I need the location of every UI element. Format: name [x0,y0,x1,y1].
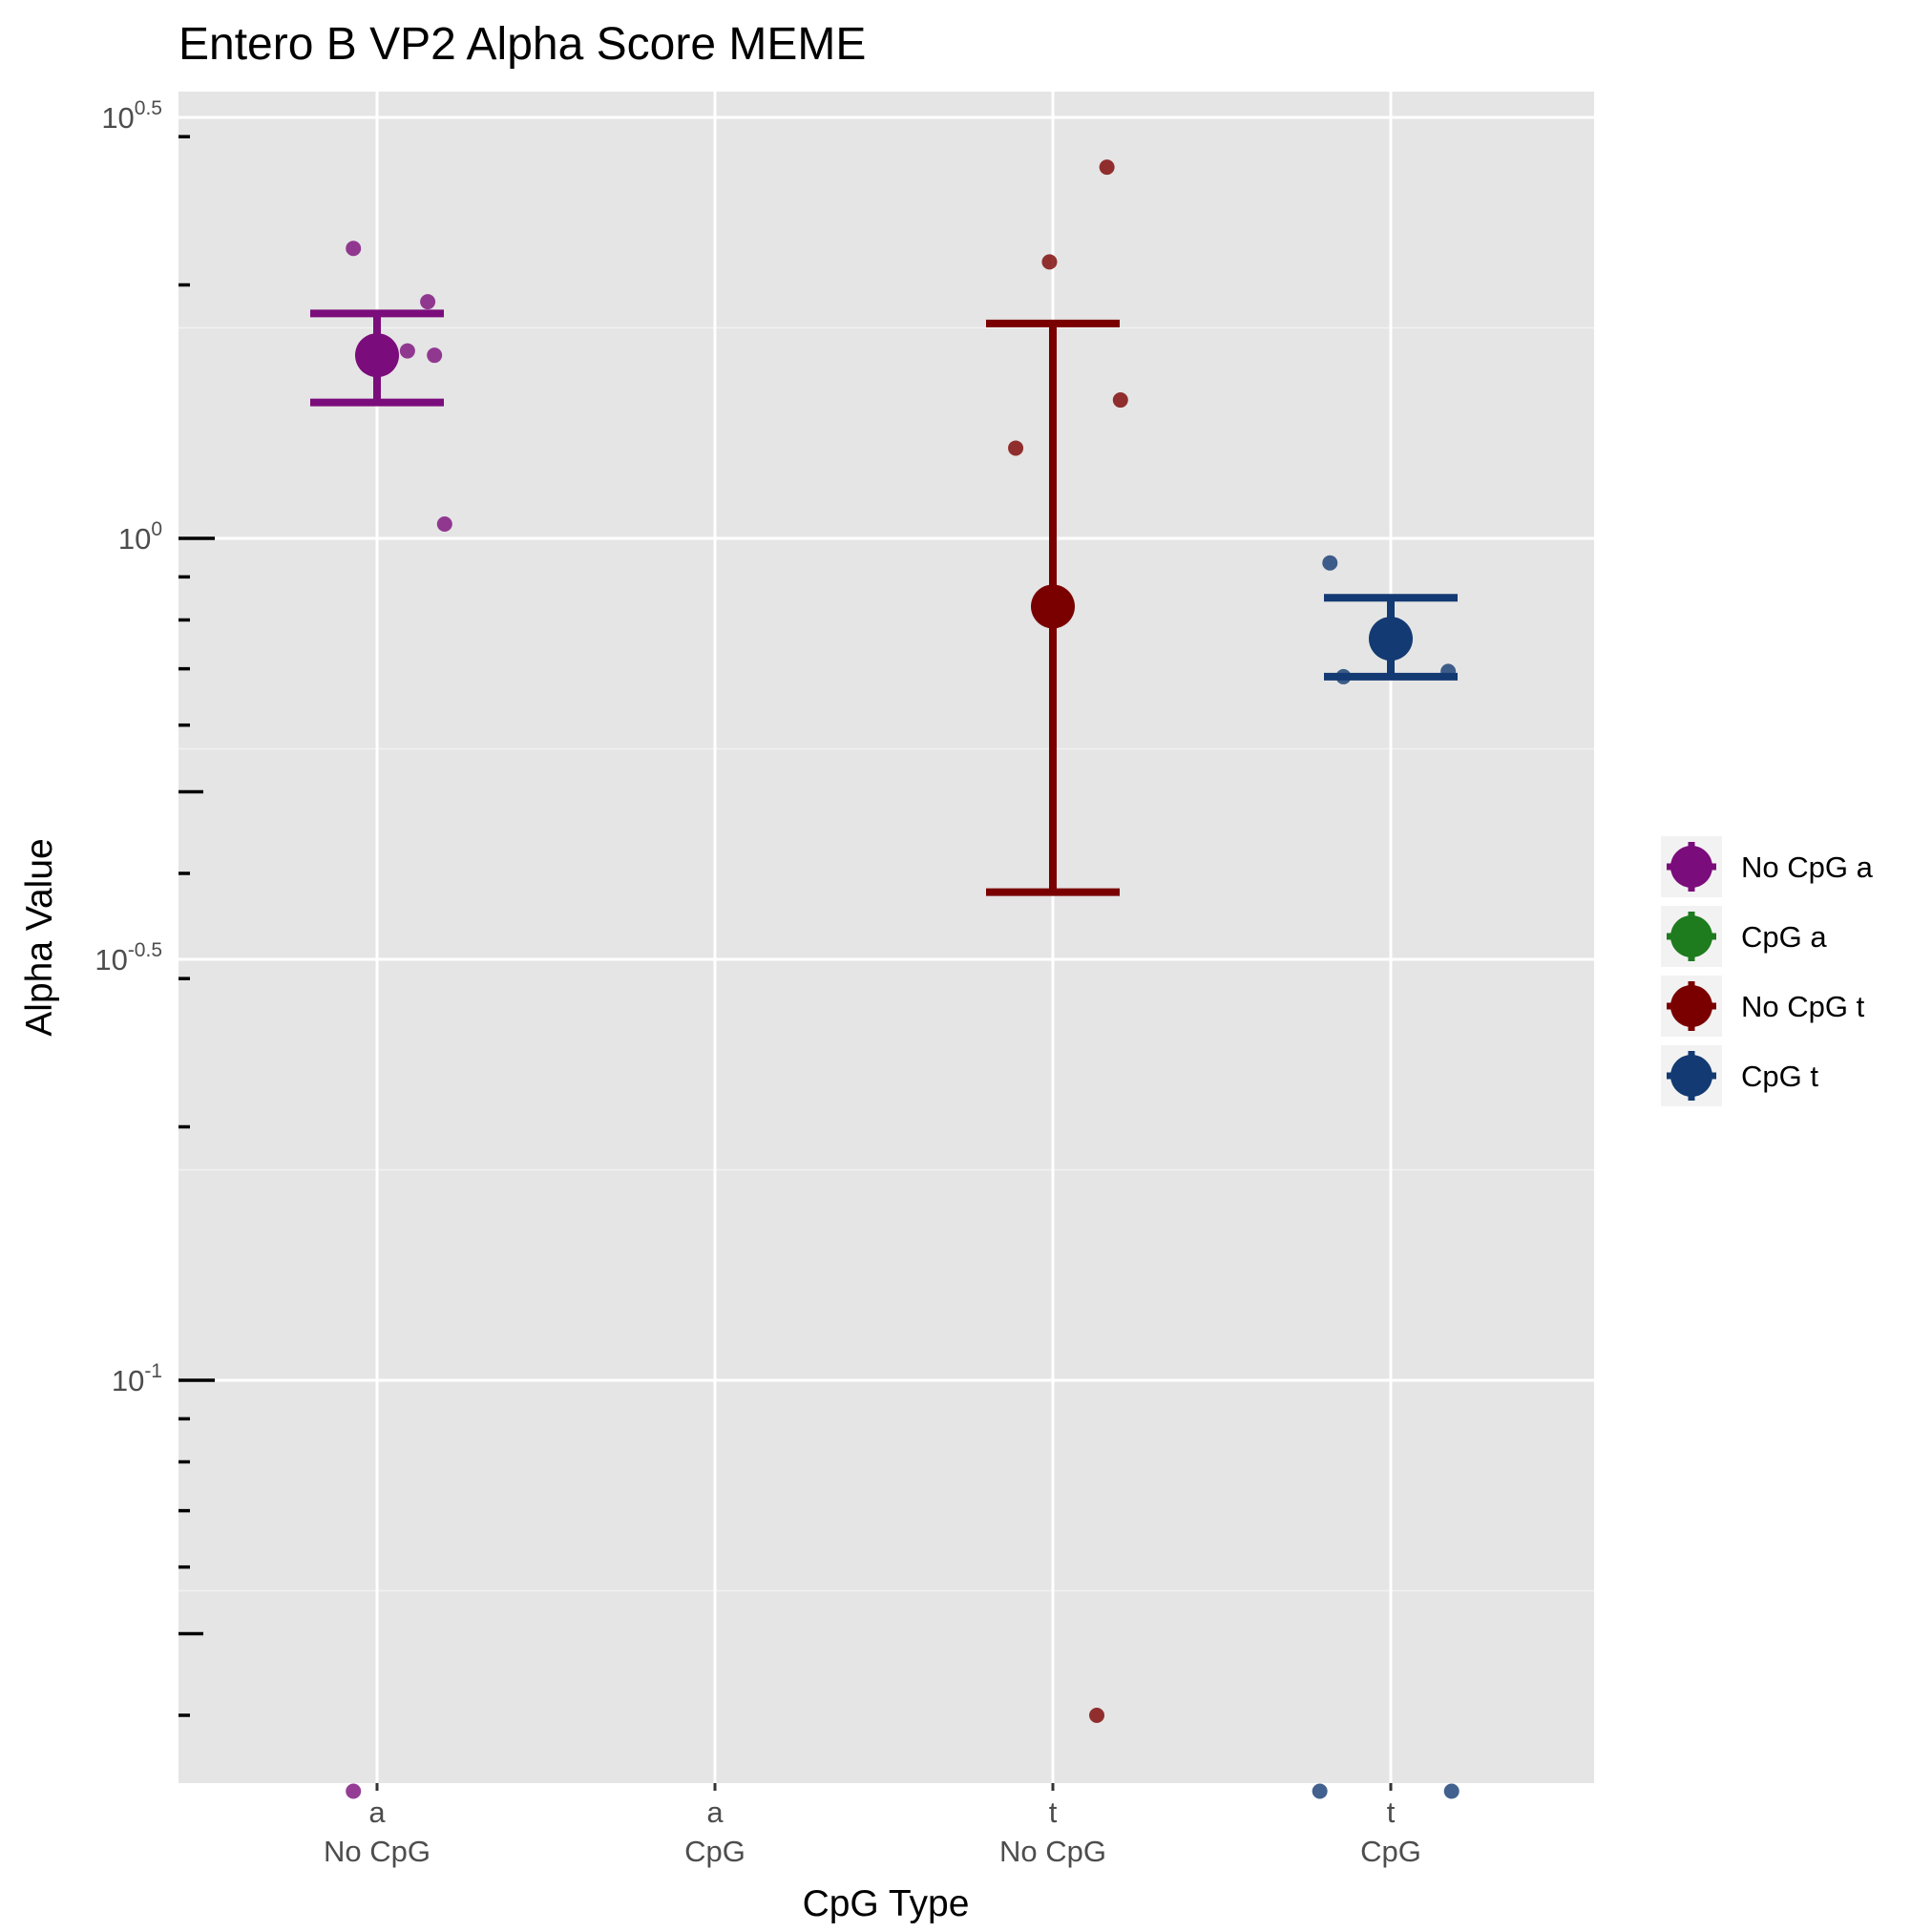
y-tick-label: 10-0.5 [94,939,162,976]
data-point [346,1783,362,1799]
x-tick-label: t [1387,1796,1396,1829]
summary-layer [310,309,1458,896]
y-tick-label: 10-1 [112,1360,162,1397]
y-axis: 10-1 10-0.5 100 100.5 [94,97,215,1717]
y-tick-label: 100.5 [101,97,162,135]
data-point [420,294,436,310]
y-tick-label: 100 [118,518,162,556]
data-point [1112,392,1128,409]
data-point [346,241,362,257]
plot-panel [178,92,1594,1783]
legend-key-point [1670,915,1712,957]
data-point [399,343,415,359]
legend-label: CpG a [1741,920,1827,954]
x-tick-label: CpG [1360,1835,1421,1868]
x-axis: a No CpG a CpG t No CpG t CpG [324,1783,1421,1868]
legend: No CpG a CpG a No CpG t CpG t [1661,836,1874,1106]
mean-point [1369,617,1413,662]
data-point [427,347,443,364]
x-tick-label: CpG [684,1835,746,1868]
mean-point [1031,584,1075,629]
legend-key-point [1670,846,1712,888]
x-tick-label: a [706,1796,724,1829]
data-point [1041,254,1058,270]
data-point [1008,440,1024,456]
data-point [1089,1707,1105,1723]
y-axis-title: Alpha Value [19,838,60,1036]
x-tick-label: t [1049,1796,1058,1829]
data-point [1099,159,1115,176]
data-point [1312,1783,1328,1799]
x-tick-label: No CpG [999,1835,1106,1868]
legend-label: CpG t [1741,1060,1818,1093]
chart-title: Entero B VP2 Alpha Score MEME [178,19,866,70]
data-point [1443,1783,1460,1799]
x-tick-label: No CpG [324,1835,430,1868]
legend-key-point [1670,1055,1712,1097]
x-axis-title: CpG Type [803,1883,970,1924]
grid-minor [178,326,1594,1592]
legend-key-point [1670,985,1712,1027]
x-tick-label: a [368,1796,386,1829]
data-point [1322,555,1338,571]
legend-label: No CpG t [1741,990,1865,1023]
mean-point [355,333,399,378]
data-point [436,515,452,532]
legend-label: No CpG a [1741,850,1874,884]
